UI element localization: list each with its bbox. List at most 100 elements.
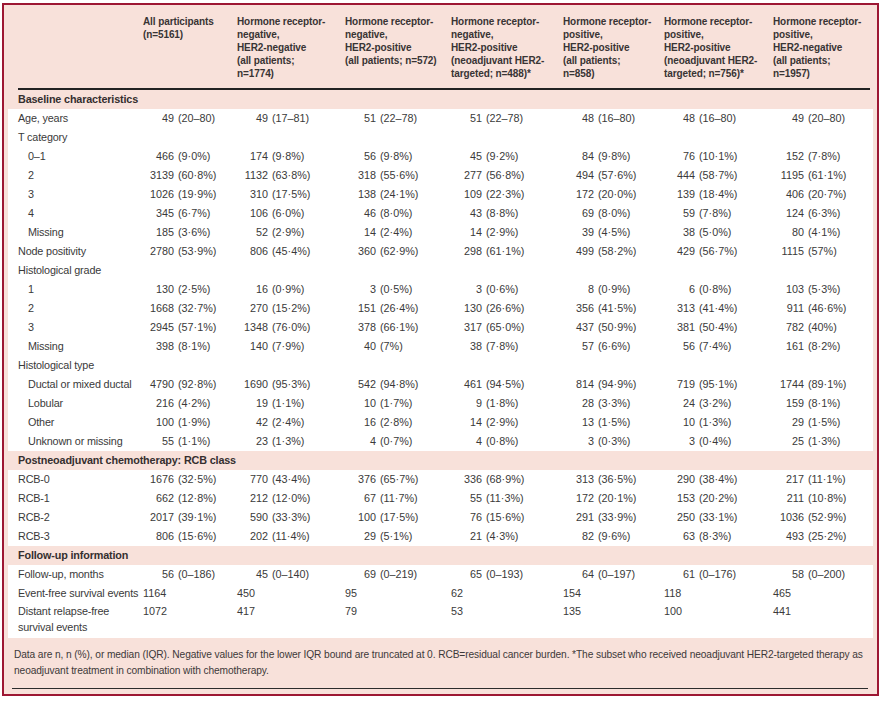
row-label: 3 <box>18 318 143 337</box>
cell-value: 1072 <box>143 604 237 636</box>
cell-value: 806(45·4%) <box>237 242 345 261</box>
cell-value: 4(0·8%) <box>451 432 563 451</box>
cell-value: 56(9·8%) <box>345 147 451 166</box>
row-label: RCB-0 <box>18 470 143 489</box>
cell-value: 53 <box>451 604 563 636</box>
cell-value: 76(15·6%) <box>451 508 563 527</box>
cell-value: 291(33·9%) <box>563 508 664 527</box>
cell-value: 49(17–81) <box>237 109 345 128</box>
cell-value: 49(20–80) <box>773 109 873 128</box>
cell-value: 9(1·8%) <box>451 394 563 413</box>
cell-value: 138(24·1%) <box>345 185 451 204</box>
cell-value: 14(2·4%) <box>345 223 451 242</box>
cell-value: 298(61·1%) <box>451 242 563 261</box>
table-row: 1130(2·5%)16(0·9%)3(0·5%)3(0·6%)8(0·9%)6… <box>8 280 873 299</box>
cell-value: 61(0–176) <box>664 565 773 584</box>
cell-value: 14(2·9%) <box>451 413 563 432</box>
cell-value: 49(20–80) <box>143 109 237 128</box>
row-label: Missing <box>18 337 143 356</box>
cell-value: 45(9·2%) <box>451 147 563 166</box>
cell-value: 216(4·2%) <box>143 394 237 413</box>
cell-value: 336(68·9%) <box>451 470 563 489</box>
table-row: 21668(32·7%)270(15·2%)151(26·4%)130(26·6… <box>8 299 873 318</box>
cell-value: 313(36·5%) <box>563 470 664 489</box>
column-header: Hormone receptor- negative, HER2-negativ… <box>237 16 345 88</box>
cell-value: 38(5·0%) <box>664 223 773 242</box>
cell-value: 14(2·9%) <box>451 223 563 242</box>
cell-value: 45(0–140) <box>237 565 345 584</box>
cell-value: 56(7·4%) <box>664 337 773 356</box>
cell-value: 58(0–200) <box>773 565 873 584</box>
cell-value: 211(10·8%) <box>773 489 873 508</box>
table-row: Distant relapse-free survival events1072… <box>8 603 873 636</box>
cell-value: 770(43·4%) <box>237 470 345 489</box>
row-label: Age, years <box>18 109 143 128</box>
cell-value: 313(41·4%) <box>664 299 773 318</box>
column-header: Hormone receptor- positive, HER2-positiv… <box>563 16 664 88</box>
cell-value: 461(94·5%) <box>451 375 563 394</box>
cell-value: 345(6·7%) <box>143 204 237 223</box>
cell-value: 437(50·9%) <box>563 318 664 337</box>
table-row: 4345(6·7%)106(6·0%)46(8·0%)43(8·8%)69(8·… <box>8 204 873 223</box>
table-row: Ductal or mixed ductal4790(92·8%)1690(95… <box>8 375 873 394</box>
cell-value: 84(9·8%) <box>563 147 664 166</box>
cell-value: 55(11·3%) <box>451 489 563 508</box>
row-label: RCB-2 <box>18 508 143 527</box>
cell-value: 42(2·4%) <box>237 413 345 432</box>
cell-value: 4(0·7%) <box>345 432 451 451</box>
cell-value: 1348(76·0%) <box>237 318 345 337</box>
cell-value: 381(50·4%) <box>664 318 773 337</box>
row-label: Distant relapse-free survival events <box>18 604 143 636</box>
cell-value: 719(95·1%) <box>664 375 773 394</box>
cell-value: 318(55·6%) <box>345 166 451 185</box>
cell-value: 100(17·5%) <box>345 508 451 527</box>
cell-value: 124(6·3%) <box>773 204 873 223</box>
row-label: Event-free survival events <box>18 584 143 603</box>
cell-value: 21(4·3%) <box>451 527 563 546</box>
cell-value: 23(1·3%) <box>237 432 345 451</box>
cell-value: 3(0·6%) <box>451 280 563 299</box>
table-row: 31026(19·9%)310(17·5%)138(24·1%)109(22·3… <box>8 185 873 204</box>
cell-value: 1195(61·1%) <box>773 166 873 185</box>
cell-value: 360(62·9%) <box>345 242 451 261</box>
cell-value: 172(20·0%) <box>563 185 664 204</box>
cell-value: 317(65·0%) <box>451 318 563 337</box>
cell-value: 140(7·9%) <box>237 337 345 356</box>
cell-value: 82(9·6%) <box>563 527 664 546</box>
cell-value: 662(12·8%) <box>143 489 237 508</box>
row-label: Histological grade <box>18 261 143 280</box>
cell-value: 277(56·8%) <box>451 166 563 185</box>
cell-value: 152(7·8%) <box>773 147 873 166</box>
subhead-row: Histological type <box>8 356 873 375</box>
cell-value: 1036(52·9%) <box>773 508 873 527</box>
row-label: 0–1 <box>18 147 143 166</box>
cell-value: 3139(60·8%) <box>143 166 237 185</box>
cell-value: 69(0–219) <box>345 565 451 584</box>
cell-value: 40(7%) <box>345 337 451 356</box>
table-row: RCB-1662(12·8%)212(12·0%)67(11·7%)55(11·… <box>8 489 873 508</box>
column-header: Hormone receptor- negative, HER2-positiv… <box>451 16 563 88</box>
column-header: All participants (n=5161) <box>143 16 237 88</box>
row-label: Missing <box>18 223 143 242</box>
cell-value: 16(0·9%) <box>237 280 345 299</box>
column-header: Hormone receptor- negative, HER2-positiv… <box>345 16 451 88</box>
cell-value: 51(22–78) <box>451 109 563 128</box>
cell-value: 67(11·7%) <box>345 489 451 508</box>
table-header-row: All participants (n=5161)Hormone recepto… <box>4 5 877 88</box>
cell-value: 212(12·0%) <box>237 489 345 508</box>
cell-value: 417 <box>237 604 345 636</box>
table-row: 23139(60·8%)1132(63·8%)318(55·6%)277(56·… <box>8 166 873 185</box>
cell-value: 444(58·7%) <box>664 166 773 185</box>
cell-value: 24(3·2%) <box>664 394 773 413</box>
row-label: 3 <box>18 185 143 204</box>
cell-value: 378(66·1%) <box>345 318 451 337</box>
cell-value: 290(38·4%) <box>664 470 773 489</box>
cell-value: 406(20·7%) <box>773 185 873 204</box>
cell-value: 39(4·5%) <box>563 223 664 242</box>
table-row: Node positivity2780(53·9%)806(45·4%)360(… <box>8 242 873 261</box>
cell-value: 19(1·1%) <box>237 394 345 413</box>
cell-value: 100(1·9%) <box>143 413 237 432</box>
cell-value: 310(17·5%) <box>237 185 345 204</box>
cell-value: 80(4·1%) <box>773 223 873 242</box>
cell-value: 130(2·5%) <box>143 280 237 299</box>
